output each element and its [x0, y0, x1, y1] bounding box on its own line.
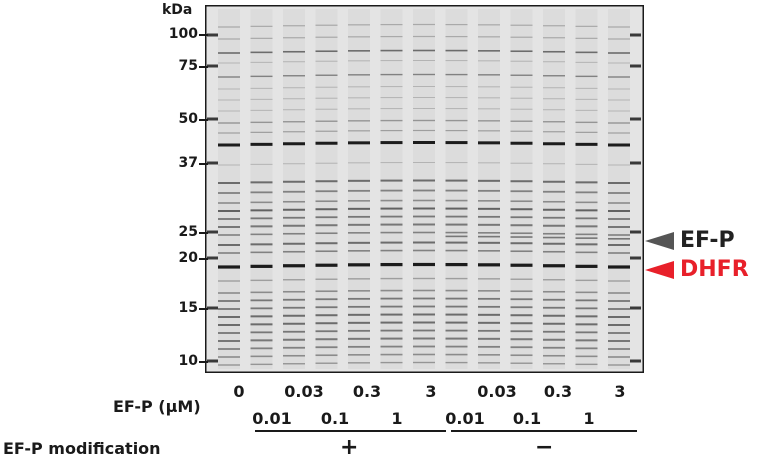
- conc-bottom-1: 0.1: [320, 409, 350, 428]
- efp-label: EF-P: [680, 228, 735, 253]
- conc-top-3: 3: [425, 382, 437, 401]
- modification-plus: +: [340, 435, 359, 460]
- marker-label-10: 10: [178, 353, 198, 369]
- plus-group-underline: [255, 430, 446, 432]
- modification-label: EF-P modification: [3, 439, 161, 458]
- marker-label-15: 15: [178, 300, 198, 316]
- conc-bottom-4: 0.1: [512, 409, 542, 428]
- dhfr-arrow-icon: [645, 261, 674, 279]
- modification-minus: −: [535, 435, 554, 460]
- conc-top-0: 0: [233, 382, 245, 401]
- dhfr-label: DHFR: [680, 257, 749, 282]
- conc-top-5: 0.3: [543, 382, 573, 401]
- marker-tick-25: [199, 232, 208, 234]
- conc-top-6: 3: [614, 382, 626, 401]
- minus-group-underline: [451, 430, 637, 432]
- efp-arrow-icon: [645, 232, 674, 250]
- marker-tick-20: [199, 258, 208, 260]
- gel-image: [205, 5, 644, 373]
- marker-tick-37: [199, 163, 208, 165]
- conc-bottom-3: 0.01: [445, 409, 485, 428]
- conc-top-1: 0.03: [284, 382, 324, 401]
- marker-label-20: 20: [178, 250, 198, 266]
- marker-tick-75: [199, 66, 208, 68]
- conc-bottom-0: 0.01: [252, 409, 292, 428]
- conc-top-2: 0.3: [352, 382, 382, 401]
- marker-label-75: 75: [178, 58, 198, 74]
- marker-tick-100: [199, 34, 208, 36]
- marker-label-37: 37: [178, 155, 198, 171]
- marker-label-25: 25: [178, 224, 198, 240]
- marker-tick-50: [199, 119, 208, 121]
- conc-top-4: 0.03: [477, 382, 517, 401]
- marker-label-100: 100: [168, 26, 198, 42]
- conc-bottom-5: 1: [583, 409, 595, 428]
- marker-tick-10: [199, 361, 208, 363]
- marker-tick-15: [199, 308, 208, 310]
- marker-label-50: 50: [178, 111, 198, 127]
- conc-bottom-2: 1: [391, 409, 403, 428]
- kda-unit-label: kDa: [162, 2, 193, 18]
- concentration-label: EF-P (μM): [113, 397, 201, 416]
